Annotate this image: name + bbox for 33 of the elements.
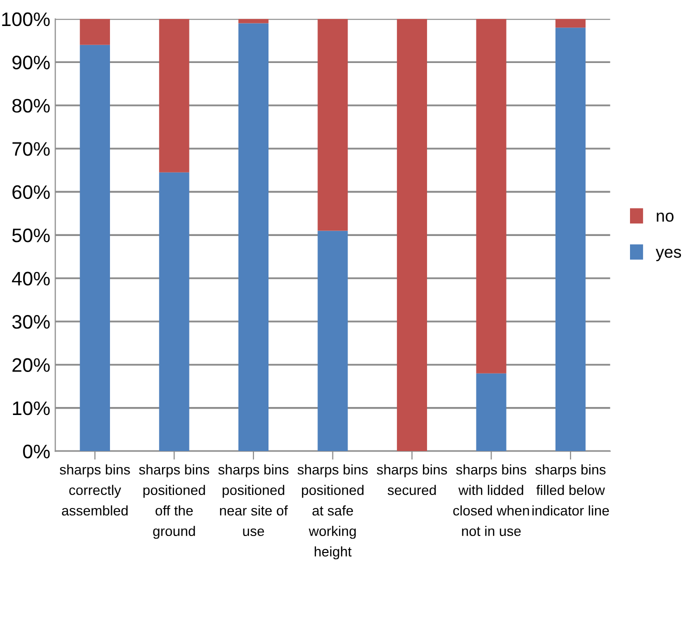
y-tick-label: 80% [12, 98, 50, 113]
bar [476, 18, 506, 374]
x-tick-label: sharps bins positioned near site of use [218, 464, 288, 536]
legend-label: yes [656, 248, 682, 262]
x-tick-label: sharps bins filled below indicator line [532, 464, 609, 516]
x-tick-label: sharps bins with lidded closed when not in use [453, 464, 529, 536]
x-tick-label: sharps bins correctly assembled [60, 464, 130, 516]
y-tick-label: 50% [12, 228, 50, 242]
y-tick-label: 10% [12, 401, 50, 416]
bar [80, 18, 110, 45]
legend-label: no [656, 212, 674, 222]
bar [555, 18, 586, 28]
x-tick-label: sharps bins positioned off the ground [139, 464, 210, 539]
bar [318, 18, 348, 231]
bar [238, 23, 269, 452]
bar [238, 18, 269, 24]
y-tick-label: 30% [12, 314, 50, 329]
x-tick-label: sharps bins positioned at safe working height [298, 464, 368, 560]
y-tick-label: 20% [12, 358, 50, 372]
y-tick-label: 100% [2, 12, 50, 26]
y-tick-label: 70% [12, 142, 50, 156]
bar [159, 18, 190, 172]
bar [555, 28, 586, 452]
bar [80, 44, 110, 452]
x-tick-label: sharps bins secured [376, 464, 447, 496]
y-tick-label: 90% [12, 56, 50, 70]
y-tick-label: 0% [23, 444, 50, 458]
bar [476, 373, 506, 452]
bar [159, 172, 190, 452]
bar [318, 230, 348, 452]
bar [396, 18, 428, 452]
y-tick-label: 60% [12, 185, 50, 200]
y-tick-label: 40% [12, 272, 50, 286]
